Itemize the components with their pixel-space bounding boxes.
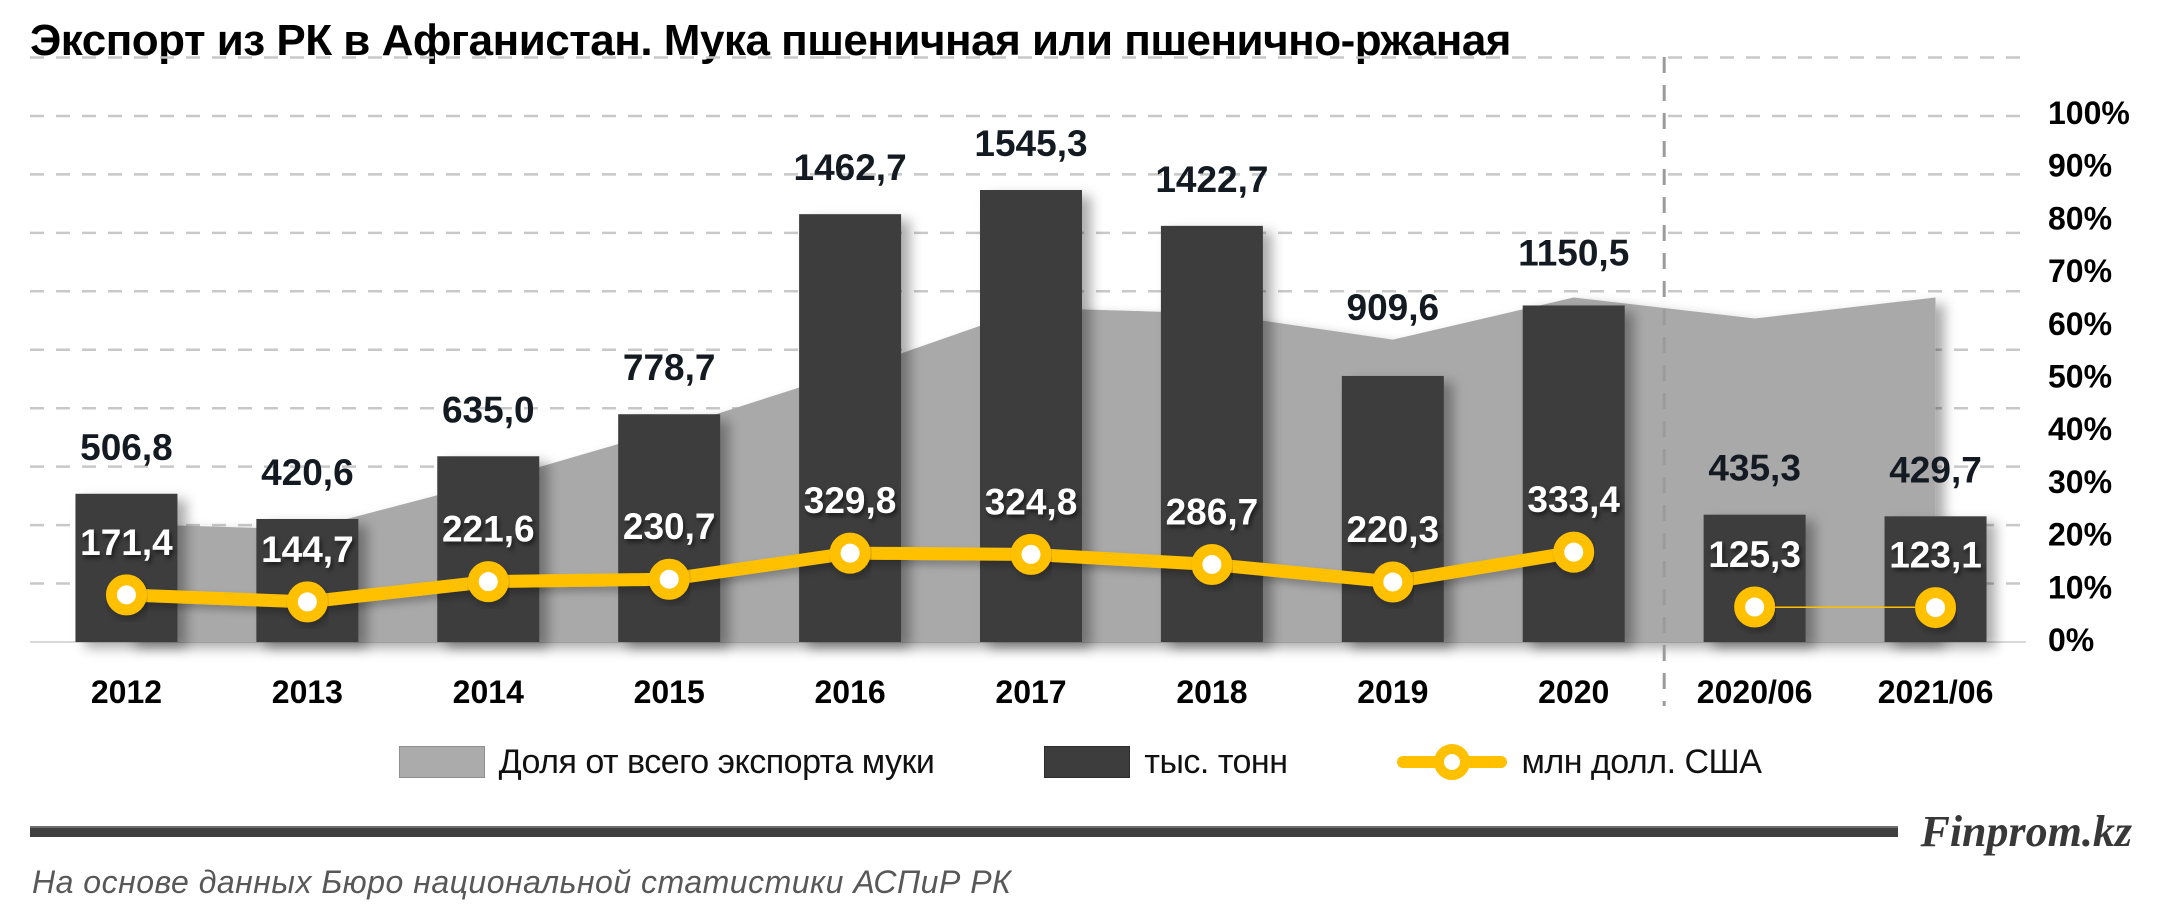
finprom-watermark: Finprom.kz [1920, 807, 2132, 856]
chart-legend: Доля от всего экспорта муки тыс. тонн мл… [0, 742, 2160, 782]
usd-line-marker [648, 558, 690, 600]
bar-value-label: 420,6 [261, 452, 354, 493]
usd-line-marker [286, 581, 328, 623]
legend-ring-marker [1434, 744, 1471, 780]
x-axis-label: 2013 [272, 674, 343, 710]
usd-value-label: 144,7 [261, 529, 354, 570]
chart-plot-area: 506,8 420,6 635,0 778,7 1462,7 1545,3 1422,7 90… [30, 56, 2130, 710]
right-axis-label: 50% [2048, 359, 2112, 395]
right-axis-label: 90% [2048, 148, 2112, 184]
right-axis-label: 0% [2048, 622, 2094, 658]
line-marker-swatch-icon [1397, 742, 1508, 782]
legend-label-share: Доля от всего экспорта муки [498, 742, 935, 781]
footer-divider [30, 826, 1898, 837]
x-axis-label: 2017 [995, 674, 1066, 710]
usd-line-marker [105, 574, 147, 616]
x-axis-label: 2015 [634, 674, 705, 710]
usd-line-series [105, 531, 1957, 629]
x-axis-label: 2021/06 [1878, 674, 1994, 710]
bar-swatch-icon [1044, 746, 1131, 778]
legend-label-tonnes: тыс. тонн [1144, 742, 1288, 781]
usd-line-marker [1191, 543, 1233, 585]
usd-line-marker [1734, 586, 1776, 628]
usd-line-marker [829, 532, 871, 574]
bar-value-label: 429,7 [1889, 449, 1982, 490]
right-axis-label: 20% [2048, 517, 2112, 553]
x-axis-label: 2012 [91, 674, 162, 710]
usd-line-marker [467, 561, 509, 603]
usd-value-label: 286,7 [1166, 491, 1259, 532]
usd-value-labels: 171,4 144,7 221,6 230,7 329,8 324,8 286,7 220,3… [80, 479, 1982, 575]
bar [437, 456, 540, 642]
bar [799, 214, 902, 642]
right-axis-label: 60% [2048, 306, 2112, 342]
usd-value-label: 324,8 [985, 481, 1078, 522]
source-caption: На основе данных Бюро национальной стати… [32, 864, 1012, 900]
legend-item-share: Доля от всего экспорта муки [398, 742, 935, 782]
right-axis-labels: 0% 10% 20% 30% 40% 50% 60% 70% 80% 90% 100% [2048, 95, 2130, 658]
legend-label-usd: млн долл. США [1521, 742, 1762, 781]
x-axis-labels: 2012 2013 2014 2015 2016 2017 2018 2019 2020 2020… [91, 674, 1994, 710]
x-axis-label: 2019 [1357, 674, 1428, 710]
usd-value-label: 220,3 [1347, 509, 1440, 550]
area-swatch-icon [398, 746, 485, 778]
usd-value-label: 221,6 [442, 509, 535, 550]
usd-value-label: 329,8 [804, 480, 897, 521]
right-axis-label: 10% [2048, 569, 2112, 605]
usd-value-label: 171,4 [80, 522, 173, 563]
x-axis-label: 2020 [1538, 674, 1609, 710]
bar [1522, 305, 1625, 642]
right-axis-label: 40% [2048, 411, 2112, 447]
bar-value-label: 1462,7 [794, 147, 907, 188]
usd-value-label: 230,7 [623, 506, 716, 547]
bar [75, 493, 178, 642]
x-axis-label: 2014 [453, 674, 524, 710]
bar-value-label: 1422,7 [1155, 159, 1268, 200]
bar-value-label: 506,8 [80, 427, 173, 468]
x-axis-label: 2016 [814, 674, 885, 710]
usd-value-label: 125,3 [1708, 534, 1801, 575]
bar-value-labels: 506,8 420,6 635,0 778,7 1462,7 1545,3 1422,7 90… [80, 123, 1982, 493]
usd-line-marker [1372, 561, 1414, 603]
bar-value-label: 1150,5 [1518, 232, 1629, 273]
usd-line-segment [1748, 600, 1943, 615]
usd-line-marker [1915, 587, 1957, 629]
bar-value-label: 435,3 [1708, 448, 1801, 489]
bar-value-label: 909,6 [1347, 287, 1440, 328]
usd-value-label: 333,4 [1527, 479, 1620, 520]
right-axis-label: 100% [2048, 95, 2130, 131]
x-axis-label: 2018 [1176, 674, 1247, 710]
right-axis-label: 80% [2048, 200, 2112, 236]
usd-line-marker [1010, 533, 1052, 575]
legend-item-tonnes: тыс. тонн [1044, 742, 1288, 782]
bar [618, 414, 721, 642]
legend-item-usd: млн долл. США [1397, 742, 1762, 782]
usd-line-marker [1553, 531, 1595, 573]
bar-value-label: 1545,3 [974, 123, 1087, 164]
bar-value-label: 635,0 [442, 389, 535, 430]
usd-value-label: 123,1 [1889, 535, 1982, 576]
x-axis-label: 2020/06 [1697, 674, 1813, 710]
bar-value-label: 778,7 [623, 347, 716, 388]
right-axis-label: 70% [2048, 253, 2112, 289]
right-axis-label: 30% [2048, 464, 2112, 500]
